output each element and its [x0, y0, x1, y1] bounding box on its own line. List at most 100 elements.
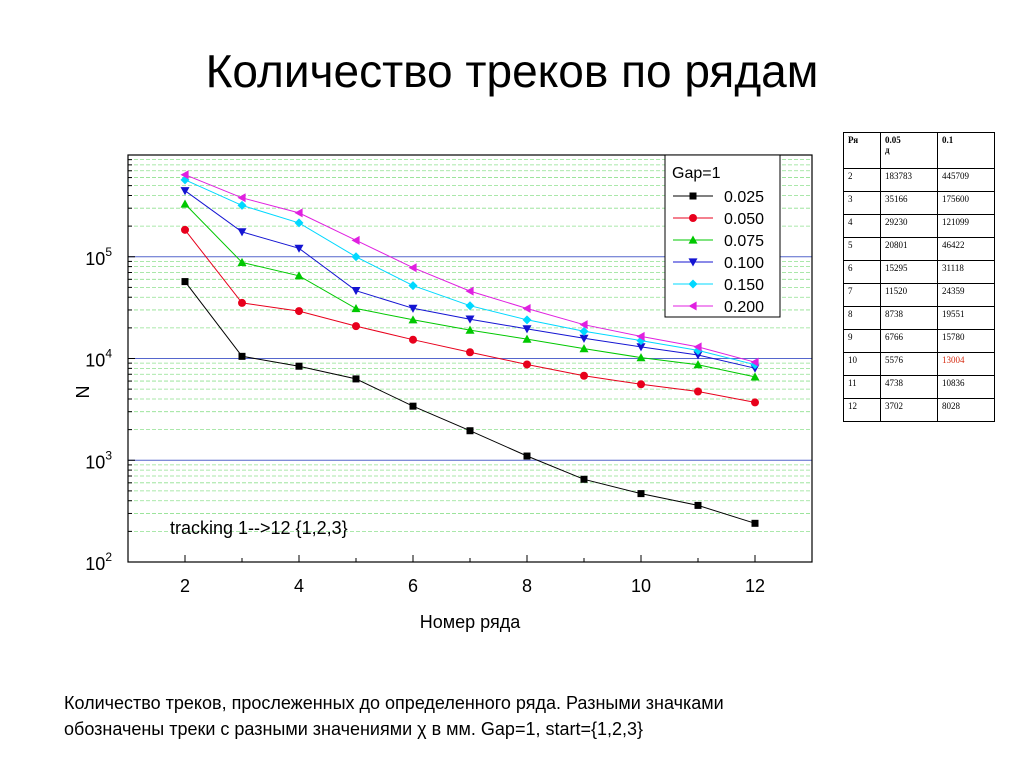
table-header-cell: 0.1	[937, 132, 995, 169]
data-point	[409, 335, 417, 344]
data-point	[522, 325, 532, 334]
table-row: 12 3702 8028	[843, 398, 995, 422]
caption-line: обозначены треки с разными значениями χ …	[64, 719, 644, 739]
table-cell: 8	[843, 306, 881, 330]
table-cell: 12	[843, 398, 881, 422]
x-tick-label: 12	[745, 576, 765, 596]
data-point	[637, 380, 645, 389]
legend-item: 0.025	[673, 189, 764, 206]
table-body: 2 183783 445709 3 35166 175600 4 29230 121099 5 20…	[843, 168, 995, 422]
table-row: 10 5576 13004	[843, 352, 995, 376]
data-point	[237, 228, 247, 237]
legend-label: 0.050	[724, 211, 764, 228]
table-row: 3 35166 175600	[843, 191, 995, 215]
table-row: 11 4738 10836	[843, 375, 995, 399]
legend-label: 0.150	[724, 277, 764, 294]
series-0.150	[180, 175, 760, 370]
table-header-cell: Ря	[843, 132, 881, 169]
data-point	[295, 362, 303, 370]
y-tick-label: 103	[85, 448, 112, 472]
data-point	[750, 357, 759, 367]
caption-line: Количество треков, прослеженных до опред…	[64, 693, 724, 713]
data-point	[636, 353, 646, 362]
table-cell: 29230	[880, 214, 938, 238]
legend-marker	[688, 279, 698, 289]
table-header-cell: 0.05 д	[880, 132, 938, 169]
data-point	[408, 304, 418, 313]
chart-legend: Gap=10.025 0.050 0.075 0.100 0.150 0.200	[664, 154, 781, 318]
table-cell: 445709	[937, 168, 995, 192]
table-cell: 19551	[937, 306, 995, 330]
series-0.075	[180, 199, 760, 381]
data-point	[750, 372, 760, 381]
table-cell: 9	[843, 329, 881, 353]
legend-marker	[689, 192, 697, 200]
table-cell: 10	[843, 352, 881, 376]
data-point	[351, 287, 361, 296]
legend-item: 0.100	[673, 255, 764, 272]
legend-marker	[688, 301, 697, 311]
data-point	[238, 298, 246, 307]
table-cell: 121099	[937, 214, 995, 238]
table-cell: 6	[843, 260, 881, 284]
table-cell: 5	[843, 237, 881, 261]
table-row: 7 11520 24359	[843, 283, 995, 307]
legend-box	[664, 154, 781, 318]
x-tick-label: 6	[408, 576, 418, 596]
data-point	[637, 490, 645, 498]
table-cell: 24359	[937, 283, 995, 307]
series-0.050	[181, 225, 759, 407]
data-point	[352, 375, 360, 383]
data-point	[522, 315, 532, 325]
table-cell: 8738	[880, 306, 938, 330]
data-point	[181, 278, 189, 286]
data-point	[579, 326, 589, 336]
slide-title: Количество треков по рядам	[205, 45, 819, 97]
data-point	[523, 452, 531, 460]
data-point	[522, 304, 531, 314]
data-point	[751, 519, 759, 527]
data-point	[237, 200, 247, 210]
data-point	[466, 427, 474, 435]
table-row: 5 20801 46422	[843, 237, 995, 261]
x-tick-label: 8	[522, 576, 532, 596]
table-row: 4 29230 121099	[843, 214, 995, 238]
data-point	[636, 343, 646, 352]
x-tick-label: 2	[180, 576, 190, 596]
table-row: 9 6766 15780	[843, 329, 995, 353]
y-tick-label: 102	[85, 550, 112, 574]
data-point	[522, 334, 532, 343]
table-cell: 10836	[937, 375, 995, 399]
legend-title: Gap=1	[672, 165, 721, 182]
y-tick-label: 104	[85, 347, 112, 371]
data-point	[465, 286, 474, 296]
x-tick-label: 4	[294, 576, 304, 596]
legend-item: 0.050	[673, 211, 764, 228]
data-point	[294, 218, 304, 228]
table-cell: 5576	[880, 352, 938, 376]
table-header-row: Ря 0.05 д 0.1	[843, 132, 995, 169]
data-point	[465, 301, 475, 311]
table-row: 6 15295 31118	[843, 260, 995, 284]
table-cell: 8028	[937, 398, 995, 422]
y-tick-label: 105	[85, 245, 112, 269]
legend-item: 0.075	[673, 233, 764, 250]
legend-label: 0.100	[724, 255, 764, 272]
table-cell: 13004	[937, 352, 995, 376]
data-table: Ря 0.05 д 0.1 2 183783 445709 3 35166 175600 4 292…	[843, 132, 995, 422]
table-cell: 20801	[880, 237, 938, 261]
data-point	[694, 387, 702, 396]
data-point	[294, 244, 304, 253]
data-point	[408, 263, 417, 273]
data-point	[351, 252, 361, 262]
data-point	[580, 475, 588, 483]
table-cell: 3	[843, 191, 881, 215]
data-point	[693, 351, 703, 360]
table-cell: 6766	[880, 329, 938, 353]
data-point	[408, 315, 418, 324]
data-point	[237, 257, 247, 266]
data-point	[351, 235, 360, 245]
chart-annotation: tracking 1-->12 {1,2,3}	[170, 518, 348, 538]
data-point	[579, 320, 588, 330]
